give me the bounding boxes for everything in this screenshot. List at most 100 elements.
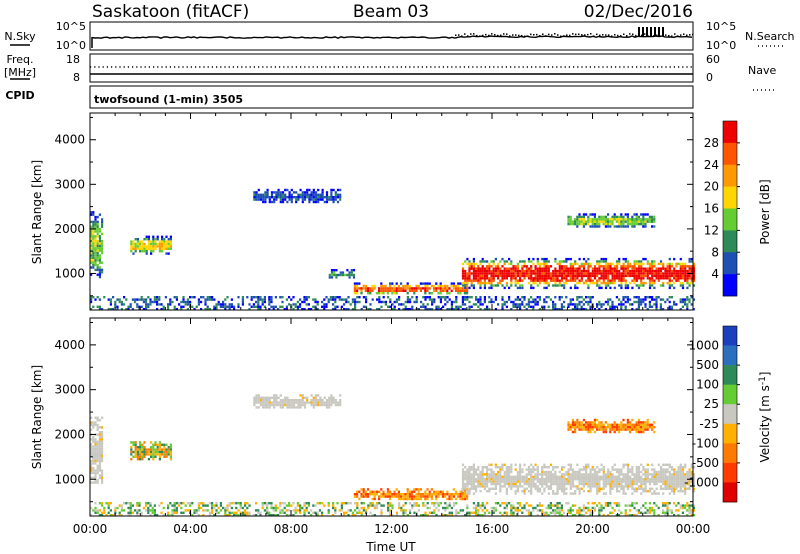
echo-cell bbox=[161, 247, 164, 250]
echo-cell bbox=[283, 308, 286, 311]
echo-cell bbox=[352, 276, 356, 279]
echo-cell bbox=[334, 298, 337, 301]
echo-cell bbox=[646, 296, 649, 299]
echo-cell bbox=[292, 406, 296, 409]
echo-cell bbox=[499, 511, 502, 514]
echo-cell bbox=[391, 514, 394, 517]
echo-cell bbox=[596, 272, 599, 275]
echo-cell bbox=[569, 428, 572, 431]
echo-cell bbox=[264, 198, 267, 201]
echo-cell bbox=[598, 506, 601, 510]
echo-cell bbox=[558, 265, 561, 268]
echo-cell bbox=[94, 438, 97, 441]
echo-cell bbox=[457, 289, 460, 292]
echo-cell bbox=[94, 239, 97, 243]
echo-cell bbox=[96, 416, 99, 419]
echo-cell bbox=[332, 401, 335, 404]
echo-cell bbox=[253, 196, 256, 199]
echo-cell bbox=[591, 468, 594, 471]
echo-cell bbox=[684, 272, 687, 275]
echo-cell bbox=[152, 448, 155, 451]
echo-cell bbox=[204, 298, 207, 301]
echo-cell bbox=[281, 200, 285, 204]
echo-cell bbox=[510, 279, 513, 282]
echo-cell bbox=[571, 272, 575, 275]
echo-cell bbox=[567, 421, 570, 424]
echo-cell bbox=[402, 493, 405, 496]
echo-cell bbox=[637, 487, 641, 490]
echo-cell bbox=[673, 274, 676, 278]
echo-cell bbox=[640, 480, 643, 483]
echo-cell bbox=[130, 453, 133, 456]
echo-cell bbox=[633, 213, 636, 216]
echo-cell bbox=[565, 478, 568, 481]
echo-cell bbox=[640, 265, 643, 268]
echo-cell bbox=[204, 308, 207, 311]
echo-cell bbox=[105, 514, 108, 517]
echo-cell bbox=[286, 403, 289, 407]
echo-cell bbox=[389, 287, 392, 290]
echo-cell bbox=[558, 514, 561, 517]
echo-cell bbox=[142, 298, 145, 301]
echo-cell bbox=[380, 282, 383, 285]
echo-cell bbox=[120, 308, 123, 311]
echo-cell bbox=[202, 296, 205, 299]
echo-cell bbox=[186, 502, 189, 505]
echo-cell bbox=[541, 509, 544, 512]
echo-cell bbox=[602, 257, 605, 261]
echo-cell bbox=[332, 396, 335, 399]
echo-cell bbox=[629, 480, 632, 483]
echo-cell bbox=[666, 478, 669, 481]
echo-cell bbox=[310, 191, 313, 194]
echo-cell bbox=[501, 308, 504, 311]
echo-cell bbox=[468, 466, 471, 469]
echo-cell bbox=[464, 475, 467, 478]
echo-cell bbox=[380, 287, 383, 290]
echo-cell bbox=[611, 215, 614, 219]
echo-cell bbox=[107, 504, 110, 507]
echo-cell bbox=[668, 480, 671, 483]
echo-cell bbox=[611, 475, 614, 478]
echo-cell bbox=[574, 277, 577, 280]
echo-cell bbox=[556, 272, 559, 275]
echo-cell bbox=[560, 468, 564, 471]
echo-cell bbox=[211, 298, 214, 301]
echo-cell bbox=[644, 269, 647, 273]
echo-cell bbox=[94, 268, 97, 272]
echo-cell bbox=[406, 300, 409, 304]
echo-cell bbox=[640, 492, 643, 495]
echo-cell bbox=[404, 289, 407, 292]
echo-cell bbox=[303, 396, 307, 399]
echo-cell bbox=[545, 475, 548, 478]
echo-cell bbox=[611, 468, 614, 471]
echo-cell bbox=[413, 488, 416, 491]
echo-cell bbox=[415, 488, 418, 491]
echo-cell bbox=[604, 480, 608, 483]
echo-cell bbox=[508, 470, 511, 474]
echo-cell bbox=[413, 511, 416, 514]
echo-cell bbox=[499, 480, 502, 483]
echo-cell bbox=[422, 493, 425, 496]
echo-cell bbox=[319, 403, 322, 407]
echo-cell bbox=[521, 269, 524, 273]
echo-cell bbox=[609, 430, 612, 434]
echo-cell bbox=[541, 470, 544, 474]
echo-cell bbox=[587, 303, 590, 306]
echo-cell bbox=[452, 495, 455, 498]
echo-cell bbox=[466, 473, 469, 476]
echo-cell bbox=[541, 475, 544, 478]
echo-cell bbox=[475, 468, 478, 471]
echo-cell bbox=[644, 428, 647, 431]
echo-cell bbox=[684, 463, 687, 466]
echo-cell bbox=[415, 287, 418, 290]
echo-cell bbox=[464, 279, 467, 282]
velocity-echo-layer bbox=[90, 394, 696, 517]
echo-cell bbox=[618, 482, 621, 486]
echo-cell bbox=[651, 468, 654, 471]
echo-cell bbox=[477, 509, 480, 512]
echo-cell bbox=[651, 475, 654, 478]
echo-cell bbox=[653, 502, 656, 505]
echo-cell bbox=[613, 213, 616, 216]
echo-cell bbox=[136, 240, 139, 243]
echo-cell bbox=[637, 418, 640, 422]
